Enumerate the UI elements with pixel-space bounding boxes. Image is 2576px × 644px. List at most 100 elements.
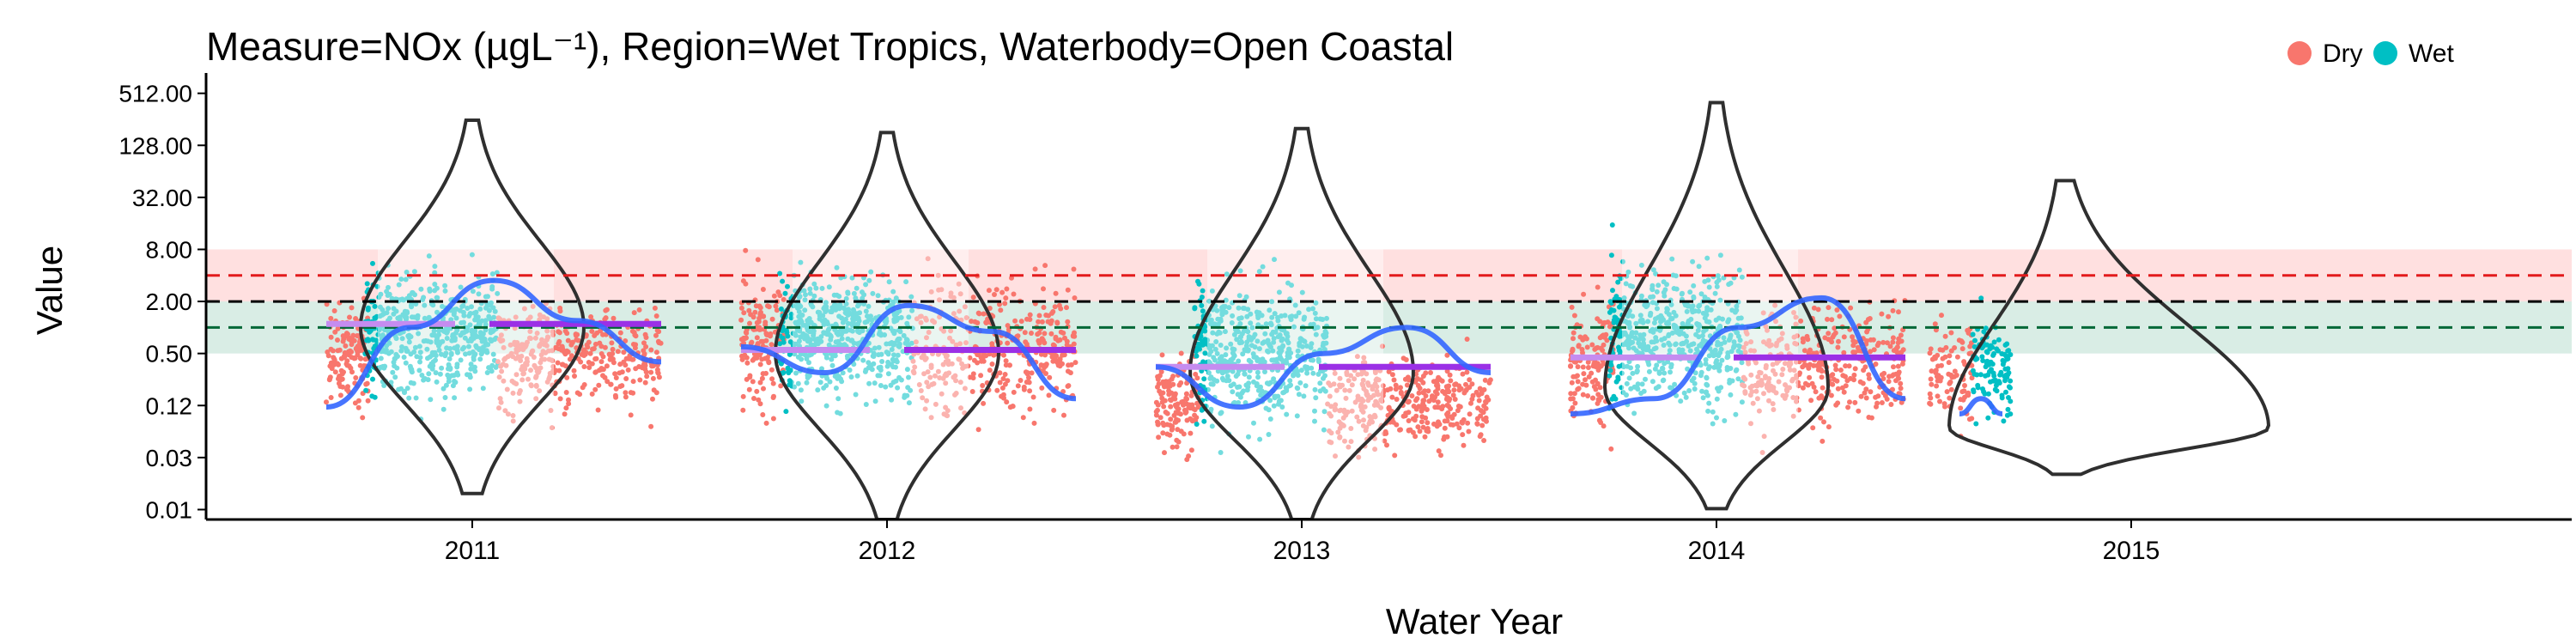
data-point [494,270,500,276]
data-point [444,345,450,351]
data-point [1973,421,1979,427]
data-point [1168,404,1174,410]
data-point [819,285,825,291]
data-point [747,320,752,326]
data-point [348,365,354,371]
data-point [392,363,398,369]
data-point [1448,378,1454,384]
data-point [563,349,569,355]
data-point [857,310,863,316]
data-point [353,316,359,321]
data-point [452,379,457,384]
data-point [598,343,605,349]
data-point [343,361,349,367]
data-point [550,329,556,335]
data-point [553,344,558,350]
chart-title: Measure=NOx (µgL⁻¹), Region=Wet Tropics,… [206,24,1454,69]
data-point [770,380,776,386]
data-point [380,332,386,338]
data-point [804,355,810,361]
data-point [584,342,590,348]
data-point [928,289,934,295]
data-point [630,379,636,385]
data-point [371,345,377,351]
data-point [416,368,422,374]
data-point [1942,404,1947,410]
data-point [451,333,456,339]
data-point [1163,410,1169,415]
data-point [1942,333,1948,339]
data-point [762,355,769,361]
data-point [740,407,746,413]
data-point [580,350,586,356]
data-point [461,313,467,319]
data-point [476,291,482,297]
data-point [629,356,635,362]
data-point [1456,387,1462,393]
data-point [621,349,627,355]
data-point [1419,414,1425,420]
data-point [1189,417,1195,423]
data-point [623,390,629,396]
data-point [1046,392,1052,398]
data-point [761,313,767,319]
data-point [1943,344,1949,350]
data-point [1835,386,1841,392]
legend-label-wet: Wet [2409,39,2454,68]
data-point [564,374,570,380]
data-point [845,320,851,326]
data-point [1039,336,1045,342]
data-point [788,312,794,317]
data-point [1461,416,1467,422]
data-point [1890,307,1896,313]
data-point [1192,407,1198,413]
data-point [1811,384,1817,390]
data-point [878,368,884,373]
data-point [738,305,744,311]
data-point [498,399,504,405]
data-point [380,307,386,313]
data-point [854,285,860,291]
data-point [1170,444,1176,450]
data-point [1864,329,1870,335]
data-point [744,335,749,341]
data-point [882,319,888,325]
data-point [643,369,649,375]
data-point [543,349,549,355]
data-point [805,375,811,380]
data-point [1178,350,1184,356]
data-point [432,332,438,338]
data-point [528,383,534,389]
data-point [885,371,891,377]
data-point [340,384,346,390]
data-point [516,347,522,353]
data-point [782,290,788,296]
data-point [1808,398,1814,404]
data-point [563,405,569,411]
data-point [589,328,595,334]
data-point [1896,309,1901,315]
data-point [432,282,438,287]
data-point [455,372,461,378]
data-point [1020,415,1026,421]
data-point [835,396,841,402]
data-point [1975,385,1981,391]
data-point [908,387,914,393]
data-point [1461,442,1467,448]
data-point [546,356,552,362]
data-point [351,337,357,343]
data-point [1820,385,1826,391]
data-point [424,346,430,352]
data-point [861,292,867,298]
data-point [477,356,483,362]
data-point [781,296,787,302]
data-point [562,363,568,369]
data-point [1581,291,1587,297]
data-point [895,385,901,391]
data-point [1985,415,1991,421]
data-point [477,334,483,340]
data-point [1954,354,1960,360]
data-point [533,396,539,402]
y-tick-label: 128.00 [118,132,192,159]
data-point [1042,331,1048,337]
